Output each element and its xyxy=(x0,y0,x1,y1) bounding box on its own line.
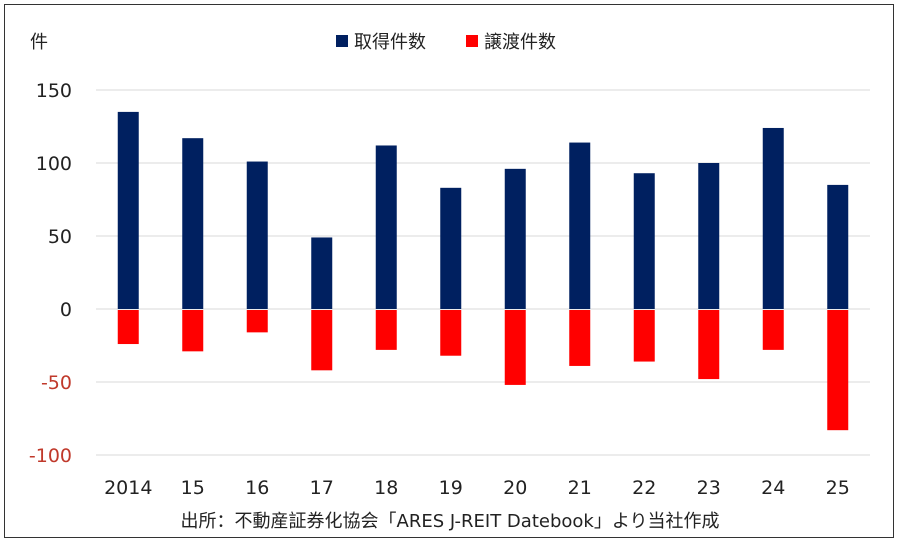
bar-transfer-20 xyxy=(504,310,526,385)
bar-transfer-16 xyxy=(246,310,268,333)
y-axis: 150 100 50 0 -50 -100 xyxy=(29,80,72,467)
x-tick-label: 15 xyxy=(181,477,205,499)
bar-transfer-22 xyxy=(633,310,655,362)
legend-swatch-acquisition xyxy=(336,35,348,47)
y-tick-label: 0 xyxy=(60,299,72,321)
legend-swatch-transfer xyxy=(466,35,478,47)
x-tick-label: 20 xyxy=(503,477,527,499)
y-unit-label: 件 xyxy=(30,32,48,53)
y-tick-label: -100 xyxy=(29,445,72,467)
bars xyxy=(117,111,849,431)
x-tick-label: 2014 xyxy=(104,477,152,499)
bar-acquisition-20 xyxy=(504,168,526,309)
x-tick-label: 23 xyxy=(697,477,721,499)
source-note: 出所：不動産証券化協会「ARES J-REIT Datebook」より当社作成 xyxy=(181,511,720,532)
legend: 取得件数 譲渡件数 xyxy=(336,32,556,53)
y-tick-label: -50 xyxy=(41,372,72,394)
bar-acquisition-16 xyxy=(246,161,268,309)
bar-transfer-19 xyxy=(440,310,462,356)
bar-acquisition-2014 xyxy=(117,111,139,310)
x-axis: 2014 15 16 17 18 19 20 21 22 23 24 25 xyxy=(104,477,850,499)
bar-acquisition-19 xyxy=(440,187,462,309)
x-tick-label: 18 xyxy=(374,477,398,499)
bar-acquisition-17 xyxy=(311,237,333,309)
x-tick-label: 19 xyxy=(439,477,463,499)
bar-acquisition-22 xyxy=(633,173,655,309)
bar-transfer-24 xyxy=(762,310,784,350)
y-tick-label: 150 xyxy=(36,80,72,102)
x-tick-label: 22 xyxy=(632,477,656,499)
bar-transfer-18 xyxy=(375,310,397,350)
legend-label-acquisition: 取得件数 xyxy=(354,32,426,53)
bar-transfer-21 xyxy=(569,310,591,366)
bar-acquisition-15 xyxy=(182,138,204,309)
gridlines xyxy=(96,89,870,456)
legend-label-transfer: 譲渡件数 xyxy=(484,32,556,53)
x-tick-label: 17 xyxy=(310,477,334,499)
y-tick-label: 100 xyxy=(36,153,72,175)
bar-acquisition-18 xyxy=(375,145,397,309)
bar-transfer-25 xyxy=(827,310,849,431)
bar-transfer-15 xyxy=(182,310,204,352)
x-tick-label: 21 xyxy=(568,477,592,499)
bar-acquisition-23 xyxy=(698,163,720,309)
bar-transfer-2014 xyxy=(117,310,139,345)
x-tick-label: 16 xyxy=(245,477,269,499)
bar-acquisition-25 xyxy=(827,184,849,309)
bar-acquisition-24 xyxy=(762,127,784,310)
bar-transfer-17 xyxy=(311,310,333,371)
x-tick-label: 24 xyxy=(761,477,785,499)
bar-transfer-23 xyxy=(698,310,720,380)
y-tick-label: 50 xyxy=(48,226,72,248)
x-tick-label: 25 xyxy=(826,477,850,499)
bar-acquisition-21 xyxy=(569,142,591,309)
